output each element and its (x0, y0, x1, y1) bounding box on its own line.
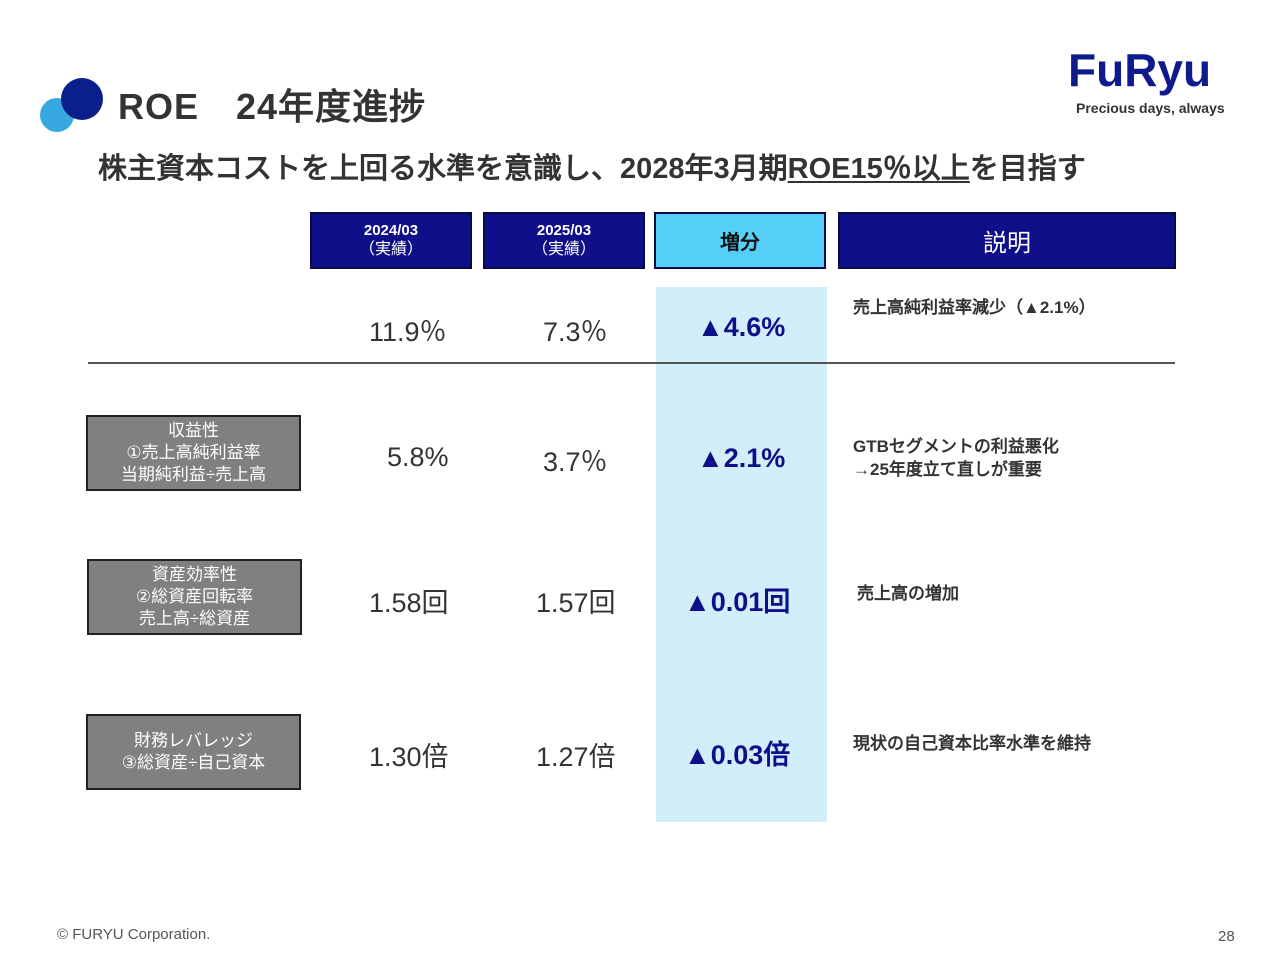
page-number: 28 (1218, 928, 1235, 945)
roe-2025-value: 7.3％ (543, 317, 608, 347)
leverage-2024-value: 1.30倍 (369, 742, 449, 772)
label-line: 売上高÷総資産 (138, 609, 251, 628)
title-dot-dark (61, 78, 103, 120)
label-line: 収益性 (168, 421, 219, 440)
page-title: ROE 24年度進捗 (118, 86, 427, 127)
label-line: ②総資産回転率 (135, 587, 254, 606)
subtitle-before: 株主資本コストを上回る水準を意識し、2028年3月期 (98, 153, 788, 185)
description-line: GTBセグメントの利益悪化 (853, 437, 1059, 456)
roe-change-value: ▲4.6% (697, 312, 786, 342)
row-label-profitability: 収益性 ①売上高純利益率 当期純利益÷売上高 (86, 415, 301, 491)
furyu-logo: FuRyu (1068, 46, 1211, 96)
row-label-asset-efficiency: 資産効率性 ②総資産回転率 売上高÷総資産 (87, 559, 302, 635)
label-line: 当期純利益÷売上高 (120, 465, 267, 484)
profitability-change-value: ▲2.1% (697, 443, 786, 473)
subtitle-target: ROE15％以上 (787, 153, 970, 185)
leverage-change-value: ▲0.03倍 (684, 740, 791, 770)
header-2024-note: （実績） (358, 240, 423, 258)
roe-separator-line (88, 362, 1175, 364)
profitability-description: GTBセグメントの利益悪化 →25年度立て直しが重要 (853, 435, 1059, 481)
description-line: →25年度立て直しが重要 (853, 460, 1042, 479)
change-column-highlight (656, 287, 827, 822)
column-header-change: 増分 (654, 212, 826, 269)
description-line: 現状の自己資本比率水準を維持 (853, 734, 1091, 753)
logo-wordmark: FuRyu (1068, 46, 1211, 96)
column-header-description: 説明 (838, 212, 1176, 269)
copyright: © FURYU Corporation. (57, 926, 211, 943)
header-description-label: 説明 (983, 230, 1031, 257)
asset-efficiency-change-value: ▲0.01回 (684, 587, 791, 617)
label-line: ③総資産÷自己資本 (121, 753, 266, 772)
label-line: ①売上高純利益率 (126, 443, 261, 462)
roe-2024-value: 11.9％ (369, 317, 447, 347)
header-2024-period: 2024/03 (363, 221, 419, 239)
header-2025-note: （実績） (531, 240, 596, 258)
column-header-2024: 2024/03 （実績） (310, 212, 472, 269)
profitability-2025-value: 3.7％ (543, 447, 608, 477)
label-line: 資産効率性 (152, 565, 237, 584)
description-line: 売上高の増加 (857, 584, 959, 603)
header-2025-period: 2025/03 (536, 221, 592, 239)
roe-description: 売上高純利益率減少（▲2.1%） (853, 296, 1096, 319)
asset-efficiency-description: 売上高の増加 (857, 582, 959, 605)
label-line: 財務レバレッジ (134, 731, 253, 750)
column-header-2025: 2025/03 （実績） (483, 212, 645, 269)
leverage-description: 現状の自己資本比率水準を維持 (853, 732, 1091, 755)
subtitle-after: を目指す (969, 153, 1086, 185)
leverage-2025-value: 1.27倍 (536, 742, 616, 772)
asset-efficiency-2024-value: 1.58回 (369, 588, 449, 618)
header-change-label: 増分 (720, 232, 760, 254)
asset-efficiency-2025-value: 1.57回 (536, 588, 616, 618)
row-label-financial-leverage: 財務レバレッジ ③総資産÷自己資本 (86, 714, 301, 790)
roe-description-line: 売上高純利益率減少（▲2.1%） (853, 298, 1096, 317)
logo-tagline: Precious days, always (1076, 100, 1225, 116)
profitability-2024-value: 5.8% (387, 442, 449, 472)
page-subtitle: 株主資本コストを上回る水準を意識し、2028年3月期ROE15％以上を目指す (98, 145, 1086, 187)
